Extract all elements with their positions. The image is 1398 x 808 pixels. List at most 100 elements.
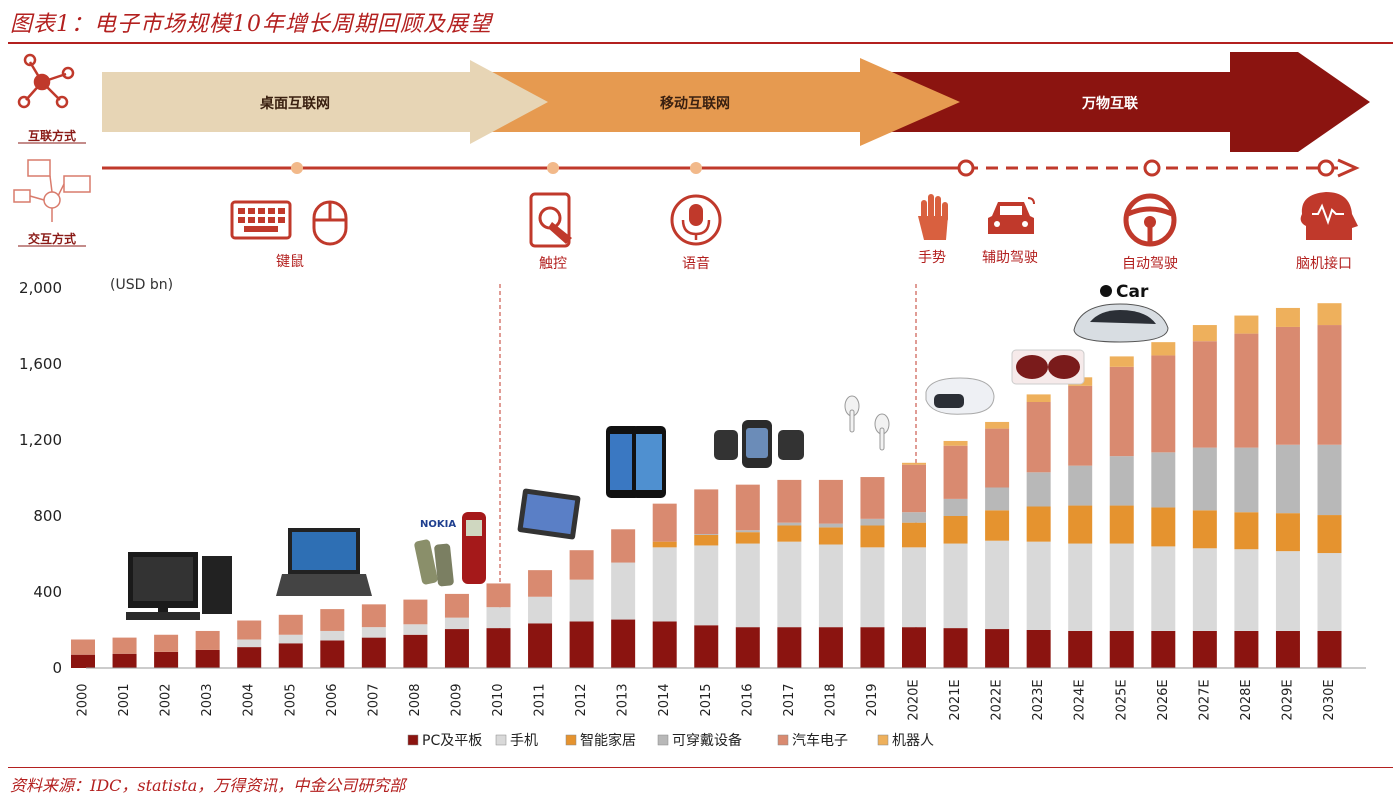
x-axis: 2000 2001 2002 2003 2004 2005 2006 2007 2008 2009… xyxy=(76,679,1338,720)
x-tick-label: 2017 xyxy=(782,683,797,716)
bar-segment xyxy=(611,562,636,620)
bar-segment xyxy=(1109,356,1134,367)
microphone-icon xyxy=(670,194,722,246)
bar-segment xyxy=(528,623,553,668)
x-tick-label: 2006 xyxy=(325,683,340,716)
bar-segment xyxy=(735,627,760,668)
bar-segment xyxy=(1275,513,1300,552)
x-tick-label: 2021E xyxy=(948,679,963,720)
bar-segment xyxy=(1026,506,1051,542)
legend-swatch xyxy=(777,734,789,746)
bar-segment xyxy=(985,629,1010,668)
bar-segment xyxy=(943,498,968,516)
x-tick-label: 2001 xyxy=(117,683,132,716)
bar-segment xyxy=(320,609,345,631)
legend-swatch xyxy=(877,734,889,746)
bar-segment xyxy=(860,525,885,548)
bar-segment xyxy=(195,630,220,650)
era-label-desktop: 桌面互联网 xyxy=(260,95,330,112)
method-label-touch: 触控 xyxy=(539,256,567,272)
keyboard-mouse-icon xyxy=(230,200,348,246)
bar-segment xyxy=(818,523,843,528)
legend-swatch xyxy=(565,734,577,746)
x-tick-label: 2000 xyxy=(76,683,91,716)
ar-glasses-illustration xyxy=(1011,349,1085,385)
x-tick-label: 2018 xyxy=(823,683,838,716)
x-tick-label: 2028E xyxy=(1239,679,1254,720)
bar-segment xyxy=(1275,630,1300,668)
legend-label: PC及平板 xyxy=(422,733,482,749)
title-divider xyxy=(8,42,1393,44)
method-label-auto-driving: 自动驾驶 xyxy=(1122,256,1178,272)
bar-segment xyxy=(1192,447,1217,511)
y-tick-label: 0 xyxy=(52,659,62,677)
car-brand-label: Car xyxy=(1116,282,1149,302)
page-title: 图表1：电子市场规模10年增长周期回顾及展望 xyxy=(10,12,492,37)
laptop-illustration xyxy=(276,528,372,596)
bar-segment xyxy=(860,627,885,668)
bar-segment xyxy=(818,627,843,668)
bar-segment xyxy=(1151,630,1176,668)
bar-segment xyxy=(902,627,926,668)
bar-segment xyxy=(652,541,677,548)
x-tick-label: 2010 xyxy=(491,683,506,716)
bar-segment xyxy=(902,464,926,513)
bar-segment xyxy=(444,617,469,630)
bar-segment xyxy=(1068,465,1093,506)
bar-segment xyxy=(694,535,719,546)
bar-segment xyxy=(1068,543,1093,631)
bar-segment xyxy=(652,547,677,622)
bar-segment xyxy=(985,510,1010,541)
bar-segment xyxy=(985,428,1010,488)
x-tick-label: 2013 xyxy=(616,683,631,716)
bar-segment xyxy=(1317,553,1342,631)
bar-segment xyxy=(902,462,926,465)
bar-segment xyxy=(902,522,926,548)
bar-segment xyxy=(1151,355,1176,453)
legend-label: 汽车电子 xyxy=(792,732,848,749)
earbuds-illustration xyxy=(844,395,890,451)
bar-segment xyxy=(902,547,926,628)
x-tick-label: 2026E xyxy=(1156,679,1171,720)
bar-segment xyxy=(278,634,303,644)
x-tick-label: 2024E xyxy=(1073,679,1088,720)
bar-segment xyxy=(1026,541,1051,630)
bar-segment xyxy=(1275,444,1300,514)
x-tick-label: 2003 xyxy=(200,683,215,716)
bar-segment xyxy=(985,487,1010,511)
bar-segment xyxy=(777,522,802,526)
x-tick-label: 2019 xyxy=(865,683,880,716)
legend-label: 机器人 xyxy=(892,733,934,749)
bar-segment xyxy=(403,624,428,635)
era-label-iot: 万物互联 xyxy=(1081,95,1139,112)
bar-segment xyxy=(985,421,1010,429)
bar-segment xyxy=(1317,303,1342,326)
bar-segment xyxy=(1317,515,1342,554)
bar-segment xyxy=(735,530,760,533)
bar-segment xyxy=(1192,630,1217,668)
bar-segment xyxy=(943,445,968,499)
x-tick-label: 2011 xyxy=(533,683,548,716)
bar-segment xyxy=(1234,333,1259,448)
bar-segment xyxy=(1151,342,1176,356)
legend-swatch xyxy=(657,734,669,746)
bar-segment xyxy=(1275,307,1300,327)
apple-car-illustration: Car xyxy=(1073,282,1169,343)
smartphone-illustration xyxy=(606,426,666,498)
method-label-bci: 脑机接口 xyxy=(1296,255,1352,272)
bar-segment xyxy=(777,627,802,668)
bar-segment xyxy=(777,525,802,542)
bar-segment xyxy=(1234,512,1259,550)
bar-segment xyxy=(1151,507,1176,547)
bar-segment xyxy=(278,614,303,635)
unit-label: (USD bn) xyxy=(110,277,173,293)
bars xyxy=(71,303,1342,668)
bar-segment xyxy=(1151,546,1176,631)
nokia-logo: NOKIA xyxy=(420,519,456,530)
source-note: 资料来源：IDC，statista，万得资讯，中金公司研究部 xyxy=(10,776,406,795)
left-label-interaction: 交互方式 xyxy=(28,231,76,246)
bar-segment xyxy=(818,544,843,628)
bar-segment xyxy=(1192,341,1217,448)
devices-icon xyxy=(13,159,91,222)
bar-segment xyxy=(1026,402,1051,473)
